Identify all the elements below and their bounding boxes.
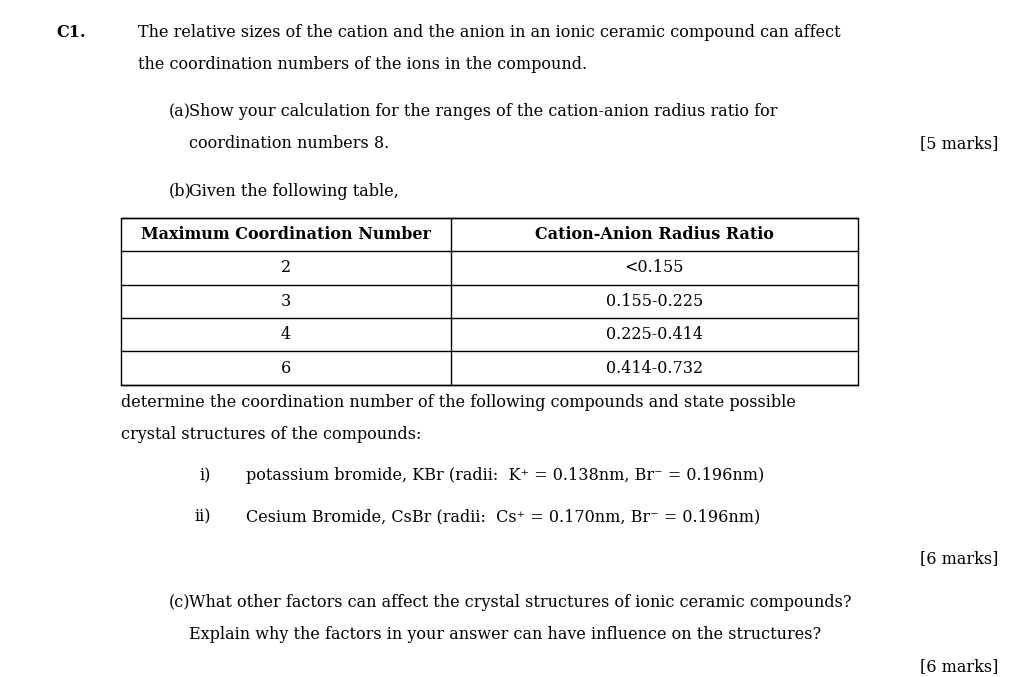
Text: (a): (a) <box>169 104 190 121</box>
Text: [6 marks]: [6 marks] <box>920 550 998 567</box>
Text: 0.225-0.414: 0.225-0.414 <box>606 326 702 343</box>
Text: Cesium Bromide, CsBr (radii:  Cs⁺ = 0.170nm, Br⁻ = 0.196nm): Cesium Bromide, CsBr (radii: Cs⁺ = 0.170… <box>246 508 760 525</box>
Text: (b): (b) <box>169 183 191 200</box>
Text: ii): ii) <box>195 508 211 525</box>
Text: determine the coordination number of the following compounds and state possible: determine the coordination number of the… <box>121 394 796 411</box>
Text: coordination numbers 8.: coordination numbers 8. <box>189 135 390 152</box>
Text: 3: 3 <box>281 293 291 310</box>
Text: (c): (c) <box>169 594 190 611</box>
Text: the coordination numbers of the ions in the compound.: the coordination numbers of the ions in … <box>138 56 588 72</box>
Text: [6 marks]: [6 marks] <box>920 658 998 675</box>
Text: C1.: C1. <box>56 24 86 41</box>
Text: Maximum Coordination Number: Maximum Coordination Number <box>140 226 431 243</box>
Text: Explain why the factors in your answer can have influence on the structures?: Explain why the factors in your answer c… <box>189 626 821 643</box>
Text: crystal structures of the compounds:: crystal structures of the compounds: <box>121 426 421 443</box>
Text: What other factors can affect the crystal structures of ionic ceramic compounds?: What other factors can affect the crysta… <box>189 594 852 611</box>
Text: potassium bromide, KBr (radii:  K⁺ = 0.138nm, Br⁻ = 0.196nm): potassium bromide, KBr (radii: K⁺ = 0.13… <box>246 467 764 484</box>
Text: 0.155-0.225: 0.155-0.225 <box>606 293 702 310</box>
Text: <0.155: <0.155 <box>625 259 684 276</box>
Text: Given the following table,: Given the following table, <box>189 183 399 200</box>
Text: The relative sizes of the cation and the anion in an ionic ceramic compound can : The relative sizes of the cation and the… <box>138 24 841 41</box>
Text: Show your calculation for the ranges of the cation-anion radius ratio for: Show your calculation for the ranges of … <box>189 104 778 121</box>
Text: 0.414-0.732: 0.414-0.732 <box>606 359 702 376</box>
Text: [5 marks]: [5 marks] <box>920 135 998 152</box>
Text: 2: 2 <box>281 259 291 276</box>
Bar <box>121 218 858 385</box>
Text: 6: 6 <box>281 359 291 376</box>
Text: 4: 4 <box>281 326 291 343</box>
Text: i): i) <box>200 467 211 484</box>
Text: Cation-Anion Radius Ratio: Cation-Anion Radius Ratio <box>535 226 774 243</box>
